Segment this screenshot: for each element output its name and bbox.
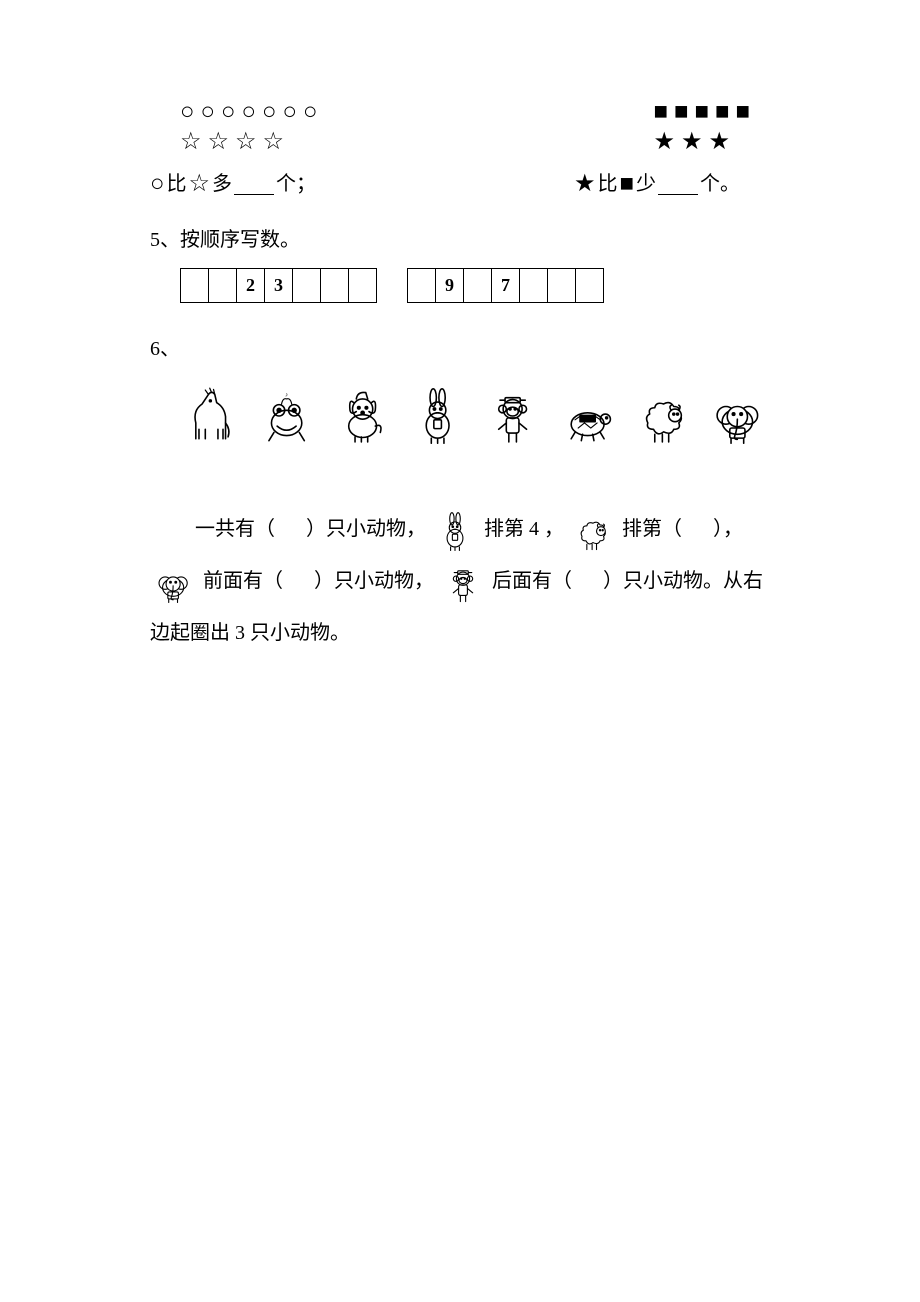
q5-label: 5、按顺序写数。 (150, 224, 770, 256)
circle-icon: ○ (180, 100, 195, 124)
circle-icon: ○ (201, 100, 216, 124)
sheep-icon (571, 510, 615, 550)
seq-cell: 2 (237, 269, 265, 303)
text: ）只小动物， (306, 518, 426, 540)
text: 一共有（ (195, 518, 275, 540)
blank-paren[interactable] (280, 518, 301, 540)
star-outline-icon: ☆ (189, 172, 211, 196)
star-filled-icon: ★ (681, 130, 703, 154)
star-outline-icon: ☆ (235, 130, 257, 154)
seq-cell[interactable] (209, 269, 237, 303)
text: 个。 (700, 168, 740, 200)
sheep-icon (632, 385, 695, 463)
rabbit-icon (433, 510, 477, 550)
right-shape-group: ■■■■■ ★★★ (654, 100, 751, 154)
monkey-icon (441, 562, 485, 602)
left-shape-group: ○○○○○○○ ☆☆☆☆ (150, 100, 318, 154)
left-row-2: ☆☆☆☆ (180, 130, 318, 154)
q6-label: 6、 (150, 333, 770, 365)
star-outline-icon: ☆ (263, 130, 285, 154)
square-filled-icon: ■ (736, 100, 751, 124)
circle-icon: ○ (150, 172, 165, 196)
square-filled-icon: ■ (674, 100, 689, 124)
dog-icon (331, 385, 394, 463)
seq-cell: 3 (265, 269, 293, 303)
left-statement: ○ 比 ☆ 多 个； (150, 168, 316, 200)
turtle-icon (556, 385, 619, 463)
square-filled-icon: ■ (654, 100, 669, 124)
q6-paragraph: 一共有（ ）只小动物， 排第 4 ， 排第（ ）， 前面有（ ）只小动物， (150, 503, 770, 659)
blank-paren[interactable] (577, 570, 598, 592)
square-filled-icon: ■ (695, 100, 710, 124)
blank-input[interactable] (658, 173, 698, 195)
seq-cell[interactable] (408, 269, 436, 303)
seq-cell[interactable] (576, 269, 604, 303)
circle-icon: ○ (242, 100, 257, 124)
seq-table-1: 23 (180, 268, 377, 303)
comparison-shapes: ○○○○○○○ ☆☆☆☆ ■■■■■ ★★★ (150, 100, 770, 154)
star-filled-icon: ★ (654, 130, 676, 154)
elephant-icon (707, 385, 770, 463)
sequence-tables: 23 97 (180, 268, 770, 303)
blank-paren[interactable] (687, 518, 708, 540)
text: 个； (276, 168, 316, 200)
elephant-icon (152, 562, 196, 602)
square-filled-icon: ■ (715, 100, 730, 124)
circle-icon: ○ (262, 100, 277, 124)
circle-icon: ○ (283, 100, 298, 124)
right-statement: ★ 比 ■ 少 个。 (574, 168, 740, 200)
star-outline-icon: ☆ (208, 130, 230, 154)
text: 比 (167, 168, 187, 200)
text: 少 (636, 168, 656, 200)
seq-cell[interactable] (181, 269, 209, 303)
left-row-1: ○○○○○○○ (180, 100, 318, 124)
svg-text:♪: ♪ (285, 391, 288, 398)
star-filled-icon: ★ (709, 130, 731, 154)
blank-paren[interactable] (288, 570, 309, 592)
horse-icon (180, 385, 243, 463)
right-row-1: ■■■■■ (654, 100, 751, 124)
text: ）只小动物， (314, 570, 434, 592)
seq-cell[interactable] (548, 269, 576, 303)
seq-cell[interactable] (520, 269, 548, 303)
text: 多 (212, 168, 232, 200)
seq-cell[interactable] (464, 269, 492, 303)
seq-cell[interactable] (293, 269, 321, 303)
text: ）， (713, 518, 743, 540)
right-row-2: ★★★ (654, 130, 751, 154)
seq-table-2: 97 (407, 268, 604, 303)
text: 后面有（ (492, 570, 572, 592)
text: 前面有（ (203, 570, 283, 592)
monkey-icon (481, 385, 544, 463)
blank-input[interactable] (234, 173, 274, 195)
square-filled-icon: ■ (620, 172, 635, 196)
star-outline-icon: ☆ (180, 130, 202, 154)
circle-icon: ○ (221, 100, 236, 124)
circle-icon: ○ (303, 100, 318, 124)
comparison-statements: ○ 比 ☆ 多 个； ★ 比 ■ 少 个。 (150, 168, 770, 200)
frog-icon: ♪ (255, 385, 318, 463)
seq-cell[interactable] (349, 269, 377, 303)
rabbit-icon (406, 385, 469, 463)
text: 排第（ (622, 518, 682, 540)
seq-cell[interactable] (321, 269, 349, 303)
seq-cell: 9 (436, 269, 464, 303)
text: 比 (598, 168, 618, 200)
seq-cell: 7 (492, 269, 520, 303)
star-filled-icon: ★ (574, 172, 596, 196)
animals-row: ♪ (180, 385, 770, 463)
text: 排第 4 ， (484, 518, 564, 540)
